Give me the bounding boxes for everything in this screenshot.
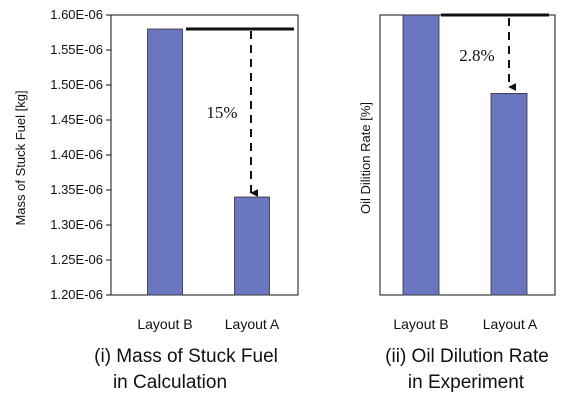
- y-tick-labels: 1.60E-06 1.55E-06 1.50E-06 1.45E-06 1.40…: [50, 7, 103, 302]
- y-axis-label: Oil Dilition Rate [%]: [358, 102, 373, 214]
- y-tick-label: 1.45E-06: [50, 112, 103, 127]
- reduction-annotation: 2.8%: [459, 46, 494, 65]
- y-tick-label: 1.20E-06: [50, 287, 103, 302]
- x-category-label: Layout B: [393, 316, 448, 332]
- y-tick-label: 1.25E-06: [50, 252, 103, 267]
- y-axis-label: Mass of Stuck Fuel [kg]: [13, 90, 28, 225]
- plot-frame: [110, 14, 299, 296]
- annotation-bg: [453, 42, 501, 68]
- y-tick-label: 1.40E-06: [50, 147, 103, 162]
- chart-caption-line2: in Experiment: [408, 372, 525, 393]
- reduction-annotation: 15%: [206, 103, 237, 122]
- chart-oil-dilution-rate: Oil Dilition Rate [%] 2.8% Layout B Layo…: [358, 13, 556, 393]
- bar-layout-a: [234, 196, 270, 296]
- y-tick-label: 1.30E-06: [50, 217, 103, 232]
- y-tick-label: 1.55E-06: [50, 42, 103, 57]
- bar-layout-b: [402, 14, 440, 296]
- x-category-label: Layout A: [483, 316, 538, 332]
- chart-caption-line1: (i) Mass of Stuck Fuel: [94, 346, 278, 367]
- annotation-bg: [201, 98, 245, 124]
- x-category-label: Layout B: [137, 316, 192, 332]
- x-category-label: Layout A: [225, 316, 280, 332]
- y-tick-label: 1.50E-06: [50, 77, 103, 92]
- y-axis-ticks: [106, 14, 111, 296]
- chart-caption-line1: (ii) Oil Dilution Rate: [385, 346, 549, 367]
- y-tick-label: 1.60E-06: [50, 7, 103, 22]
- y-tick-label: 1.35E-06: [50, 182, 103, 197]
- bar-layout-a: [490, 93, 528, 296]
- bar-layout-b: [147, 28, 183, 296]
- chart-caption-line2: in Calculation: [113, 372, 227, 393]
- chart-mass-stuck-fuel: Mass of Stuck Fuel [kg] 1.60E-06 1.55E-0…: [13, 7, 299, 393]
